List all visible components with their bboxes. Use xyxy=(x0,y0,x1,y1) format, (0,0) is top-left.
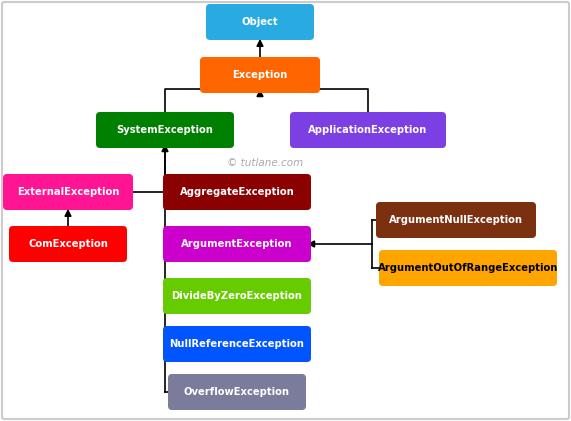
FancyBboxPatch shape xyxy=(379,250,557,286)
Text: SystemException: SystemException xyxy=(116,125,214,135)
FancyBboxPatch shape xyxy=(163,226,311,262)
Text: DivideByZeroException: DivideByZeroException xyxy=(171,291,303,301)
Text: ComException: ComException xyxy=(28,239,108,249)
Text: NullReferenceException: NullReferenceException xyxy=(170,339,304,349)
Text: AggregateException: AggregateException xyxy=(180,187,295,197)
Text: Object: Object xyxy=(242,17,278,27)
Text: ArgumentOutOfRangeException: ArgumentOutOfRangeException xyxy=(378,263,558,273)
Text: Exception: Exception xyxy=(232,70,288,80)
Text: OverflowException: OverflowException xyxy=(184,387,290,397)
FancyBboxPatch shape xyxy=(376,202,536,238)
FancyBboxPatch shape xyxy=(168,374,306,410)
FancyBboxPatch shape xyxy=(200,57,320,93)
FancyBboxPatch shape xyxy=(290,112,446,148)
FancyBboxPatch shape xyxy=(163,174,311,210)
Text: ArgumentException: ArgumentException xyxy=(181,239,293,249)
Text: ApplicationException: ApplicationException xyxy=(308,125,428,135)
Text: © tutlane.com: © tutlane.com xyxy=(227,158,303,168)
FancyBboxPatch shape xyxy=(3,174,133,210)
FancyBboxPatch shape xyxy=(163,326,311,362)
FancyBboxPatch shape xyxy=(163,278,311,314)
FancyBboxPatch shape xyxy=(96,112,234,148)
FancyBboxPatch shape xyxy=(206,4,314,40)
Text: ExternalException: ExternalException xyxy=(17,187,119,197)
FancyBboxPatch shape xyxy=(9,226,127,262)
Text: ArgumentNullException: ArgumentNullException xyxy=(389,215,523,225)
